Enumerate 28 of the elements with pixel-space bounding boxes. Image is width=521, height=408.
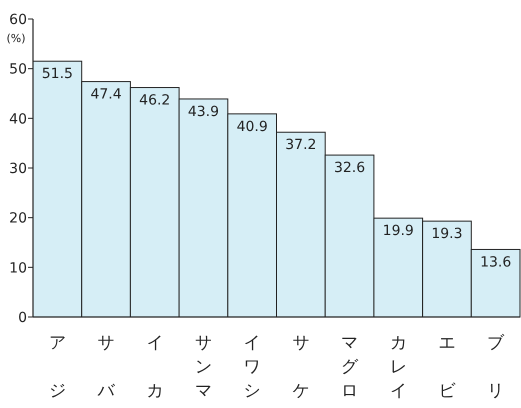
y-tick-label: 60 bbox=[9, 12, 27, 28]
data-label: 46.2 bbox=[139, 92, 170, 109]
category-label: サバ bbox=[98, 333, 115, 401]
y-axis-title: (%) bbox=[6, 32, 26, 45]
data-label: 19.9 bbox=[382, 223, 414, 240]
x-tick-label: マグロ bbox=[341, 333, 360, 401]
category-label: エビ bbox=[438, 333, 456, 401]
data-label: 51.5 bbox=[42, 66, 73, 82]
y-tick-label: 50 bbox=[9, 62, 27, 78]
data-label: 19.3 bbox=[431, 226, 463, 242]
data-label: 37.2 bbox=[285, 137, 316, 154]
category-label: ブリ bbox=[487, 333, 504, 401]
x-tick-label: サンマ bbox=[194, 333, 212, 401]
category-label: イカ bbox=[146, 333, 164, 401]
data-label: 40.9 bbox=[236, 118, 268, 135]
y-tick-label: 0 bbox=[18, 310, 27, 326]
data-label: 13.6 bbox=[480, 254, 512, 270]
x-tick-label: カレイ bbox=[390, 333, 407, 401]
y-tick-label: 40 bbox=[9, 111, 27, 128]
data-label: 43.9 bbox=[188, 104, 220, 120]
data-label: 32.6 bbox=[334, 160, 366, 176]
y-tick-label: 10 bbox=[9, 260, 27, 276]
x-tick-label: イワシ bbox=[244, 333, 261, 401]
y-tick-label: 20 bbox=[9, 210, 27, 227]
category-label: アジ bbox=[48, 333, 66, 401]
data-label: 47.4 bbox=[90, 86, 122, 103]
category-label: サケ bbox=[292, 333, 310, 401]
y-tick-label: 30 bbox=[9, 161, 27, 177]
